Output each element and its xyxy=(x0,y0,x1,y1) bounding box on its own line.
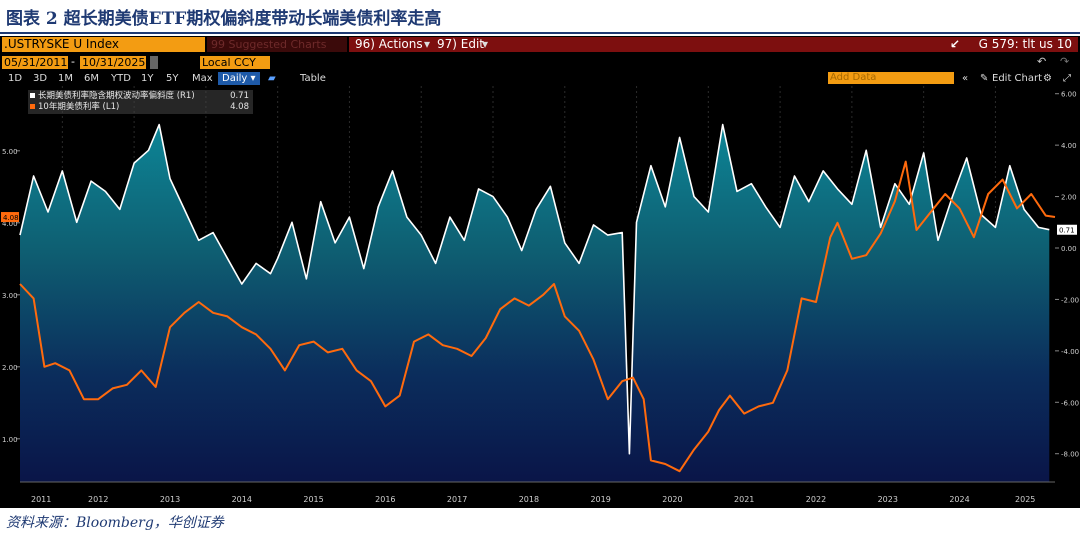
source-note: 资料来源：Bloomberg，华创证券 xyxy=(6,515,224,531)
end-date-input[interactable]: 10/31/2025 xyxy=(80,56,146,69)
x-tick-label: 2025 xyxy=(1015,495,1035,504)
x-tick-label: 2020 xyxy=(662,495,682,504)
settings-icon[interactable]: ⚙ xyxy=(1043,73,1052,84)
right-tick-label: -8.00 xyxy=(1061,451,1079,459)
redo-icon[interactable]: ↷ xyxy=(1060,55,1070,68)
left-tick-label: 5.00 xyxy=(2,148,18,156)
suggested-charts-button[interactable]: 99 Suggested Charts xyxy=(207,37,347,52)
x-tick-label: 2024 xyxy=(949,495,969,504)
right-tick-label: 6.00 xyxy=(1061,91,1077,99)
menu-bar xyxy=(349,37,1078,52)
range-3d[interactable]: 3D xyxy=(33,73,48,84)
collapse-icon[interactable]: « xyxy=(962,73,969,84)
right-tick-label: 2.00 xyxy=(1061,194,1077,202)
date-bar: 05/31/2011 - 10/31/2025 Local CCY ↶ ↷ xyxy=(0,55,1080,69)
right-tick-label: -2.00 xyxy=(1061,296,1079,304)
edit-menu[interactable]: 97) Edit xyxy=(437,37,485,51)
legend-swatch-orange xyxy=(30,104,35,109)
range-ytd[interactable]: YTD xyxy=(111,73,131,84)
edit-chart-button[interactable]: Edit Chart xyxy=(992,73,1043,84)
legend-item-skew: 长期美债利率隐含期权波动率偏斜度 (R1) xyxy=(30,91,195,102)
right-tick-label: -6.00 xyxy=(1061,399,1079,407)
yield-series-line xyxy=(19,160,1056,473)
legend-label-yield: 10年期美债利率 (L1) xyxy=(38,102,120,112)
frequency-select[interactable]: Daily ▾ xyxy=(218,72,260,85)
pencil-icon: ✎ xyxy=(980,73,989,84)
add-data-input[interactable]: Add Data xyxy=(828,72,954,84)
right-tick-label: -4.00 xyxy=(1061,348,1079,356)
right-tick-label: 0.00 xyxy=(1061,245,1077,253)
range-max[interactable]: Max xyxy=(192,73,213,84)
range-bar: 1D 3D 1M 6M YTD 1Y 5Y Max Daily ▾ ▰ Tabl… xyxy=(0,71,1080,85)
command-bar: .USTRYSKE U Index 99 Suggested Charts 96… xyxy=(0,36,1080,53)
x-tick-label: 2011 xyxy=(31,495,51,504)
range-1m[interactable]: 1M xyxy=(58,73,73,84)
left-last-value-badge xyxy=(1,212,19,223)
legend-value-skew: 0.71 xyxy=(230,91,249,101)
graph-title: G 579: tlt us 10 xyxy=(978,37,1072,51)
bloomberg-terminal: .USTRYSKE U Index 99 Suggested Charts 96… xyxy=(0,36,1080,508)
range-6m[interactable]: 6M xyxy=(84,73,99,84)
chart-canvas: 2011 2012 2013 2014 2015 2016 2017 2018 2019 2020… xyxy=(1,86,1079,504)
x-tick-label: 2017 xyxy=(447,495,467,504)
x-tick-label: 2022 xyxy=(806,495,826,504)
x-tick-label: 2015 xyxy=(303,495,323,504)
x-tick-label: 2021 xyxy=(734,495,754,504)
left-last-value-text: 4.08 xyxy=(3,214,19,222)
caption-rule xyxy=(0,32,1080,34)
skew-area-fill xyxy=(20,124,1050,482)
undo-icon[interactable]: ↶ xyxy=(1037,55,1047,68)
actions-menu[interactable]: 96) Actions xyxy=(355,37,423,51)
x-tick-label: 2014 xyxy=(232,495,252,504)
figure-caption: 图表 2 超长期美债ETF期权偏斜度带动长端美债利率走高 xyxy=(6,9,442,29)
currency-select[interactable]: Local CCY xyxy=(200,56,270,69)
left-tick-label: 1.00 xyxy=(2,436,18,444)
ticker-field[interactable]: .USTRYSKE U Index xyxy=(2,37,205,52)
legend-label-skew: 长期美债利率隐含期权波动率偏斜度 (R1) xyxy=(38,91,195,101)
legend-swatch-white xyxy=(30,93,35,98)
chart-legend: 长期美债利率隐含期权波动率偏斜度 (R1) 0.71 10年期美债利率 (L1)… xyxy=(28,90,253,114)
left-tick-label: 4.00 xyxy=(2,220,18,228)
range-5y[interactable]: 5Y xyxy=(166,73,179,84)
line-chart-icon[interactable]: ▰ xyxy=(268,73,276,84)
x-tick-label: 2016 xyxy=(375,495,395,504)
table-button[interactable]: Table xyxy=(300,73,326,84)
date-separator: - xyxy=(71,55,75,68)
range-1d[interactable]: 1D xyxy=(8,73,23,84)
x-tick-label: 2023 xyxy=(878,495,898,504)
right-last-value-text: 0.71 xyxy=(1059,227,1075,235)
calendar-icon[interactable] xyxy=(150,56,158,69)
edit-dropdown-icon[interactable]: ▾ xyxy=(482,37,489,51)
expand-icon[interactable]: ↙ xyxy=(950,37,961,51)
legend-item-yield: 10年期美债利率 (L1) xyxy=(30,102,119,113)
skew-series-line xyxy=(19,123,1050,455)
x-tick-label: 2013 xyxy=(160,495,180,504)
left-tick-label: 3.00 xyxy=(2,292,18,300)
legend-value-yield: 4.08 xyxy=(230,102,249,112)
right-last-value-badge xyxy=(1057,224,1077,235)
start-date-input[interactable]: 05/31/2011 xyxy=(2,56,68,69)
x-tick-label: 2012 xyxy=(88,495,108,504)
actions-dropdown-icon[interactable]: ▾ xyxy=(424,37,431,51)
right-tick-label: 4.00 xyxy=(1061,142,1077,150)
frequency-label: Daily xyxy=(222,73,248,84)
fullscreen-icon[interactable]: ⤢ xyxy=(1063,73,1071,84)
x-tick-label: 2018 xyxy=(519,495,539,504)
range-1y[interactable]: 1Y xyxy=(141,73,154,84)
left-tick-label: 2.00 xyxy=(2,364,18,372)
x-tick-label: 2019 xyxy=(590,495,610,504)
